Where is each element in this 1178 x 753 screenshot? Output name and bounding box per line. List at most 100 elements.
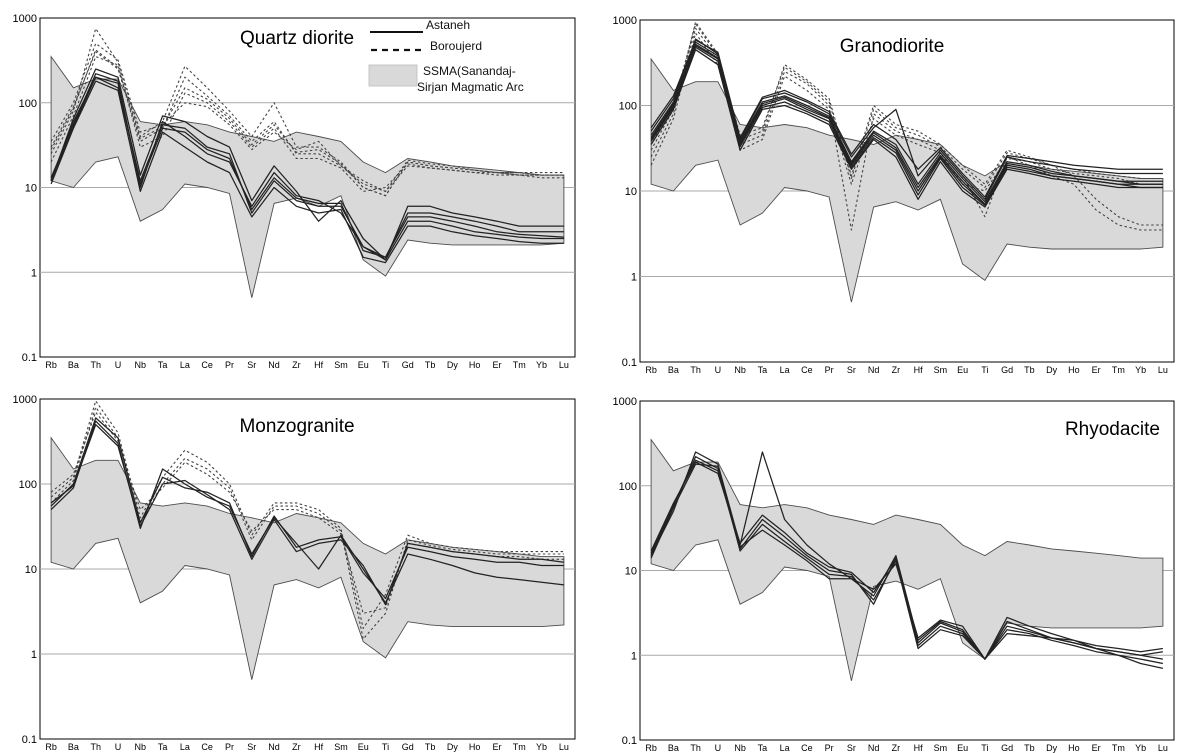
y-tick-label: 0.1 [622, 357, 637, 369]
x-tick-label: Rb [45, 742, 57, 752]
ssma-field [650, 438, 1164, 681]
x-tick-label: Tm [1112, 365, 1125, 375]
y-tick-label: 100 [19, 479, 37, 491]
y-tick-label: 100 [19, 98, 37, 110]
x-tick-label: Yb [536, 360, 547, 370]
y-tick-label: 10 [625, 186, 637, 198]
x-tick-label: Nb [135, 742, 147, 752]
y-tick-label: 100 [619, 101, 637, 113]
x-tick-label: Eu [358, 360, 369, 370]
x-tick-label: Hf [314, 360, 323, 370]
x-tick-label: Zr [292, 360, 301, 370]
x-tick-label: Hf [314, 742, 323, 752]
x-tick-label: Ce [801, 743, 813, 753]
x-tick-label: Ti [382, 360, 389, 370]
series-line-astaneh [50, 68, 564, 261]
panel-granodiorite: 1000 100 10 1 0.1 Rb Ba Th U Nb Ta La Ce Pr Sr Nd Zr Hf Sm… [613, 15, 1175, 375]
series-line-astaneh [50, 76, 564, 258]
series-line-boroujerd [50, 400, 564, 629]
x-tick-label: Gd [1001, 743, 1013, 753]
x-tick-label: Tb [1024, 365, 1035, 375]
x-tick-label: Ho [469, 360, 481, 370]
x-tick-label: Yb [1135, 743, 1146, 753]
x-tick-label: Ce [201, 742, 213, 752]
series-line-astaneh [650, 43, 1163, 205]
y-tick-label: 1 [631, 272, 637, 284]
x-tick-label: Tb [1024, 743, 1035, 753]
x-tick-label: Ta [158, 360, 168, 370]
x-tick-label: Ho [1068, 743, 1080, 753]
y-tick-label: 1 [31, 267, 37, 279]
x-tick-label: Nd [268, 742, 280, 752]
x-tick-label: La [180, 360, 190, 370]
legend-astaneh-label: Astaneh [426, 18, 470, 32]
y-tick-label: 10 [25, 183, 37, 195]
x-tick-label: Ho [1068, 365, 1080, 375]
x-tick-label: U [715, 743, 722, 753]
x-tick-label: Yb [536, 742, 547, 752]
series-line-astaneh [50, 423, 564, 606]
x-tick-label: Ta [758, 365, 768, 375]
x-tick-label: U [115, 360, 122, 370]
x-tick-label: Lu [559, 742, 569, 752]
x-tick-label: Pr [225, 360, 234, 370]
x-tick-label: Lu [559, 360, 569, 370]
x-tick-label: Nd [868, 365, 880, 375]
series-line-astaneh [650, 49, 1163, 208]
x-tick-label: Ho [469, 742, 481, 752]
legend-boroujerd-label: Boroujerd [430, 39, 482, 53]
series-line-astaneh [650, 46, 1163, 206]
series-line-boroujerd [50, 28, 564, 197]
x-tick-label: Rb [45, 360, 57, 370]
x-tick-label: Tb [425, 742, 436, 752]
x-tick-label: Dy [447, 360, 458, 370]
x-tick-label: Ta [158, 742, 168, 752]
panel-title: Monzogranite [239, 416, 354, 437]
x-tick-label: Hf [914, 743, 923, 753]
y-tick-label: 100 [619, 481, 637, 493]
x-tick-label: Nb [135, 360, 147, 370]
x-tick-label: Gd [402, 360, 414, 370]
x-tick-label: Dy [1046, 365, 1057, 375]
x-tick-label: U [715, 365, 722, 375]
x-tick-label: Er [492, 360, 501, 370]
x-tick-label: Zr [892, 365, 901, 375]
x-tick-label: Er [492, 742, 501, 752]
x-tick-label: Sm [934, 365, 948, 375]
x-tick-label: Dy [447, 742, 458, 752]
x-tick-label: Th [90, 360, 101, 370]
panel-monzogranite: 1000 100 10 1 0.1 Rb Ba Th U Nb Ta La Ce Pr Sr Nd Zr Hf Sm… [13, 394, 576, 752]
panel-title: Quartz diorite [240, 28, 354, 49]
x-tick-label: Er [1092, 743, 1101, 753]
series-line-boroujerd [50, 56, 564, 192]
x-tick-label: Sr [247, 742, 256, 752]
y-tick-label: 1000 [613, 396, 637, 408]
x-tick-label: Er [1092, 365, 1101, 375]
x-tick-label: Nd [268, 360, 280, 370]
y-tick-label: 0.1 [622, 735, 637, 747]
x-tick-label: Ba [68, 742, 79, 752]
x-tick-label: Th [690, 743, 701, 753]
x-tick-label: Sm [334, 360, 348, 370]
x-tick-label: La [780, 743, 790, 753]
x-tick-label: Eu [957, 365, 968, 375]
series-line-astaneh [650, 461, 1164, 660]
panel-quartz-diorite: 1000 100 10 1 0.1 Rb Ba Th U Nb Ta La Ce Pr Sr Nd Zr Hf Sm… [13, 13, 576, 370]
x-tick-label: Ce [801, 365, 813, 375]
x-tick-label: Nd [868, 743, 880, 753]
y-tick-label: 1 [31, 649, 37, 661]
x-tick-label: Tm [513, 742, 526, 752]
x-tick-label: Sm [334, 742, 348, 752]
x-tick-label: Sr [847, 743, 856, 753]
x-tick-label: Tm [513, 360, 526, 370]
x-tick-label: U [115, 742, 122, 752]
y-tick-label: 0.1 [22, 734, 37, 746]
x-tick-label: Rb [645, 743, 657, 753]
x-tick-label: Dy [1046, 743, 1057, 753]
legend-ssma-label-line1: SSMA(Sanandaj- [423, 64, 516, 78]
x-tick-label: Zr [292, 742, 301, 752]
x-tick-label: Zr [892, 743, 901, 753]
x-tick-label: Ba [68, 360, 79, 370]
x-tick-label: Yb [1135, 365, 1146, 375]
x-tick-label: Sm [934, 743, 948, 753]
